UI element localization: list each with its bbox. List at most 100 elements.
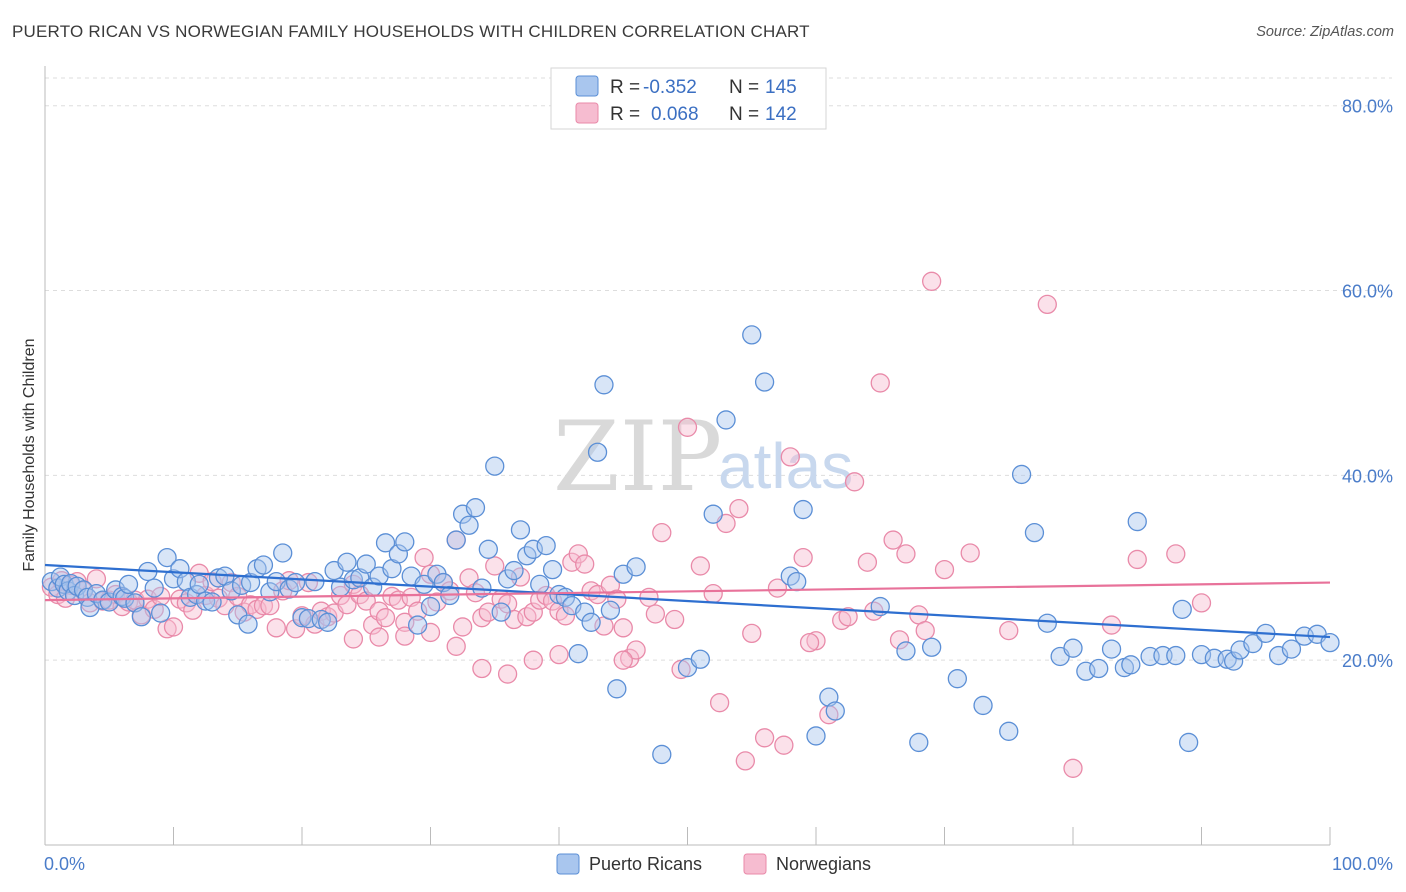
norwegians-point-142 — [395, 626, 415, 646]
gridlines — [45, 77, 1392, 661]
norwegians-point-20 — [163, 617, 184, 637]
puerto-ricans-point-124 — [1089, 658, 1109, 679]
norwegians-point-94 — [652, 523, 672, 543]
norwegians-point-98 — [703, 583, 723, 604]
legend-swatch-pink — [575, 102, 599, 124]
puerto-ricans-point-31 — [202, 592, 222, 612]
legend-r-label-pink: R = — [610, 104, 640, 125]
puerto-ricans-point-145 — [1320, 632, 1340, 653]
puerto-ricans-point-116 — [973, 695, 993, 716]
puerto-ricans-point-98 — [652, 744, 672, 765]
puerto-ricans-point-131 — [1166, 645, 1186, 666]
norwegians-point-123 — [1166, 544, 1186, 564]
puerto-ricans-point-65 — [414, 574, 434, 595]
puerto-ricans-point-66 — [420, 596, 441, 617]
chart-title: PUERTO RICAN VS NORWEGIAN FAMILY HOUSEHO… — [12, 22, 810, 41]
norwegians-point-118 — [999, 620, 1019, 641]
y-tick-label-2: 60.0% — [1342, 282, 1393, 302]
puerto-ricans-point-79 — [504, 560, 524, 581]
puerto-ricans-point-107 — [793, 499, 813, 520]
norwegians-point-89 — [607, 589, 627, 609]
norwegians-point-84 — [575, 554, 595, 574]
norwegians-point-134 — [889, 630, 910, 650]
puerto-ricans-point-77 — [491, 602, 511, 622]
norwegians-point-129 — [735, 751, 755, 771]
puerto-ricans-point-83 — [530, 574, 550, 595]
norwegians-point-92 — [626, 640, 646, 660]
puerto-ricans-point-46 — [292, 608, 312, 628]
puerto-ricans-point-128 — [1127, 511, 1147, 532]
puerto-ricans-point-142 — [1281, 639, 1302, 659]
legend-swatch-blue — [575, 75, 599, 97]
puerto-ricans-point-62 — [395, 532, 415, 552]
y-axis-label: Family Households with Children — [21, 339, 38, 572]
puerto-ricans-point-19 — [131, 607, 152, 627]
puerto-ricans-point-22 — [150, 603, 171, 623]
puerto-ricans-point-125 — [1101, 639, 1122, 659]
puerto-ricans-point-43 — [273, 543, 293, 563]
puerto-ricans-point-76 — [485, 456, 505, 476]
norwegians-point-83 — [568, 544, 588, 564]
norwegians-point-100 — [729, 498, 749, 519]
legend-n-value-pink: 142 — [765, 104, 797, 125]
puerto-ricans-point-106 — [787, 571, 807, 592]
norwegians-point-110 — [857, 552, 878, 572]
puerto-ricans-point-93 — [594, 375, 614, 395]
norwegians-point-137 — [523, 650, 543, 670]
puerto-ricans-point-122 — [1063, 638, 1083, 658]
x-tick-label-1: 100.0% — [1332, 854, 1393, 874]
puerto-ricans-point-95 — [607, 679, 627, 699]
norwegians-point-113 — [896, 544, 916, 564]
norwegians-point-36 — [266, 618, 286, 638]
norwegians-point-103 — [767, 578, 788, 598]
bottom-legend-label-pink: Norwegians — [776, 854, 871, 874]
bottom-legend-label-blue: Puerto Ricans — [589, 854, 702, 874]
y-tick-label-3: 80.0% — [1342, 97, 1393, 117]
puerto-ricans-point-104 — [754, 372, 775, 392]
norwegians-point-90 — [613, 618, 633, 638]
puerto-ricans-point-17 — [118, 574, 139, 595]
y-tick-label-0: 20.0% — [1342, 651, 1393, 671]
norwegians-point-96 — [677, 417, 698, 437]
norwegians-point-115 — [922, 271, 942, 291]
puerto-ricans-point-23 — [157, 547, 177, 568]
puerto-ricans-point-100 — [690, 649, 710, 669]
bottom-legend-swatch-pink — [743, 853, 767, 875]
puerto-ricans-point-118 — [1011, 464, 1032, 485]
norwegians-point-144 — [343, 629, 364, 649]
axes — [44, 66, 1331, 846]
puerto-ricans-point-73 — [465, 498, 486, 518]
legend-r-label-blue: R = — [610, 77, 640, 98]
norwegians-point-116 — [934, 559, 955, 580]
puerto-ricans-point-114 — [922, 637, 942, 657]
norwegians-point-70 — [485, 556, 505, 576]
puerto-ricans-point-115 — [947, 669, 967, 689]
norwegians-point-53 — [375, 608, 396, 628]
norwegians-point-139 — [472, 658, 492, 679]
norwegians-point-136 — [549, 644, 569, 665]
norwegians-point-105 — [793, 547, 813, 568]
puerto-ricans-point-59 — [375, 533, 396, 553]
puerto-ricans-point-112 — [896, 641, 916, 661]
norwegians-point-120 — [1063, 758, 1083, 778]
puerto-ricans-point-102 — [716, 410, 736, 430]
norwegians-point-119 — [1037, 294, 1057, 315]
legend-n-label-blue: N = — [729, 77, 759, 98]
puerto-ricans-point-50 — [318, 612, 338, 632]
chart-source: Source: ZipAtlas.com — [1256, 24, 1394, 40]
puerto-ricans-point-72 — [459, 515, 479, 535]
norwegians-point-111 — [870, 373, 890, 393]
puerto-ricans-point-75 — [478, 539, 498, 559]
norwegians-point-124 — [1191, 593, 1212, 613]
puerto-ricans-point-34 — [221, 581, 241, 601]
puerto-ricans-point-120 — [1037, 613, 1057, 633]
puerto-ricans-point-89 — [568, 644, 588, 664]
puerto-ricans-point-29 — [189, 574, 209, 595]
puerto-ricans-point-94 — [600, 600, 621, 620]
bottom-legend-swatch-blue — [556, 853, 580, 875]
bottom-legend: Puerto Ricans Norwegians — [556, 853, 871, 875]
norwegians-point-65 — [452, 617, 473, 637]
norwegians-point-112 — [883, 530, 903, 550]
norwegians-point-132 — [838, 607, 858, 627]
